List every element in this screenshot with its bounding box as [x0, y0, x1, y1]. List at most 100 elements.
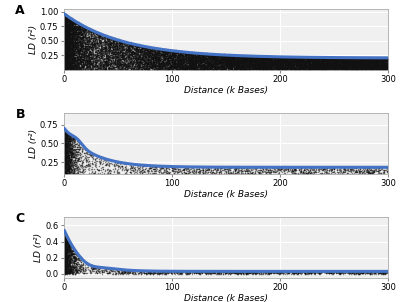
Point — [368, 63, 374, 68]
Point — [106, 50, 112, 55]
Point — [383, 65, 389, 69]
Point — [270, 169, 277, 174]
Point — [91, 53, 98, 58]
Point — [153, 51, 159, 56]
Point — [152, 56, 158, 61]
Point — [320, 61, 326, 66]
Point — [317, 63, 324, 68]
Point — [235, 62, 241, 67]
Point — [310, 65, 317, 70]
Point — [104, 38, 111, 43]
Point — [168, 271, 174, 275]
Point — [62, 249, 68, 254]
Point — [151, 47, 158, 52]
Point — [66, 165, 73, 170]
Point — [178, 61, 184, 66]
Point — [114, 61, 121, 66]
Point — [84, 159, 90, 164]
Point — [318, 64, 324, 69]
Point — [138, 46, 144, 51]
Point — [300, 171, 306, 175]
Point — [64, 270, 70, 275]
Point — [344, 59, 350, 63]
Point — [178, 64, 185, 69]
Point — [338, 62, 344, 67]
Point — [310, 170, 317, 175]
Point — [264, 57, 271, 62]
Point — [259, 55, 265, 59]
Point — [260, 63, 267, 68]
Point — [66, 48, 73, 53]
Point — [76, 49, 83, 54]
Point — [280, 57, 286, 62]
Point — [74, 43, 80, 48]
Point — [306, 169, 312, 174]
Point — [378, 62, 385, 67]
Point — [380, 67, 387, 72]
Point — [133, 51, 140, 56]
Point — [67, 246, 73, 251]
Point — [220, 66, 226, 71]
Point — [72, 264, 79, 269]
Point — [63, 61, 69, 66]
Point — [255, 55, 262, 60]
Point — [80, 62, 86, 67]
Point — [61, 250, 68, 255]
Point — [362, 60, 369, 65]
Point — [237, 58, 243, 63]
Point — [211, 55, 218, 60]
Point — [106, 162, 112, 167]
Point — [130, 60, 136, 65]
Point — [364, 166, 370, 171]
Point — [105, 42, 111, 47]
Point — [66, 51, 73, 56]
Point — [243, 54, 250, 59]
Point — [285, 271, 292, 276]
Point — [383, 65, 389, 70]
Point — [115, 165, 122, 170]
Point — [358, 64, 364, 69]
Point — [62, 128, 68, 133]
Point — [181, 56, 188, 61]
Point — [136, 47, 142, 51]
Point — [325, 66, 331, 71]
Point — [70, 46, 76, 50]
Point — [211, 56, 217, 60]
Point — [205, 64, 212, 69]
Point — [338, 66, 344, 70]
Point — [209, 65, 215, 70]
Point — [126, 46, 132, 51]
Point — [338, 60, 344, 65]
Point — [194, 58, 200, 63]
Point — [235, 56, 242, 61]
Point — [131, 46, 138, 51]
Point — [64, 50, 70, 54]
Point — [342, 271, 348, 276]
Point — [295, 59, 301, 64]
Point — [107, 157, 113, 162]
Point — [378, 269, 385, 274]
Point — [130, 54, 136, 59]
Point — [254, 63, 261, 68]
Point — [194, 56, 200, 61]
Point — [256, 62, 262, 67]
Point — [279, 66, 286, 71]
Point — [65, 169, 72, 173]
Point — [65, 28, 71, 33]
Point — [312, 67, 319, 72]
Point — [76, 45, 83, 50]
Point — [269, 54, 275, 59]
Point — [221, 55, 227, 59]
Point — [242, 61, 248, 66]
Point — [107, 38, 113, 43]
Point — [63, 130, 70, 135]
Point — [326, 63, 332, 68]
Point — [65, 137, 72, 142]
Point — [61, 254, 67, 259]
Point — [140, 55, 146, 59]
Point — [359, 64, 366, 69]
Point — [75, 55, 81, 60]
Point — [62, 270, 68, 275]
Point — [80, 60, 86, 65]
Point — [382, 67, 388, 72]
